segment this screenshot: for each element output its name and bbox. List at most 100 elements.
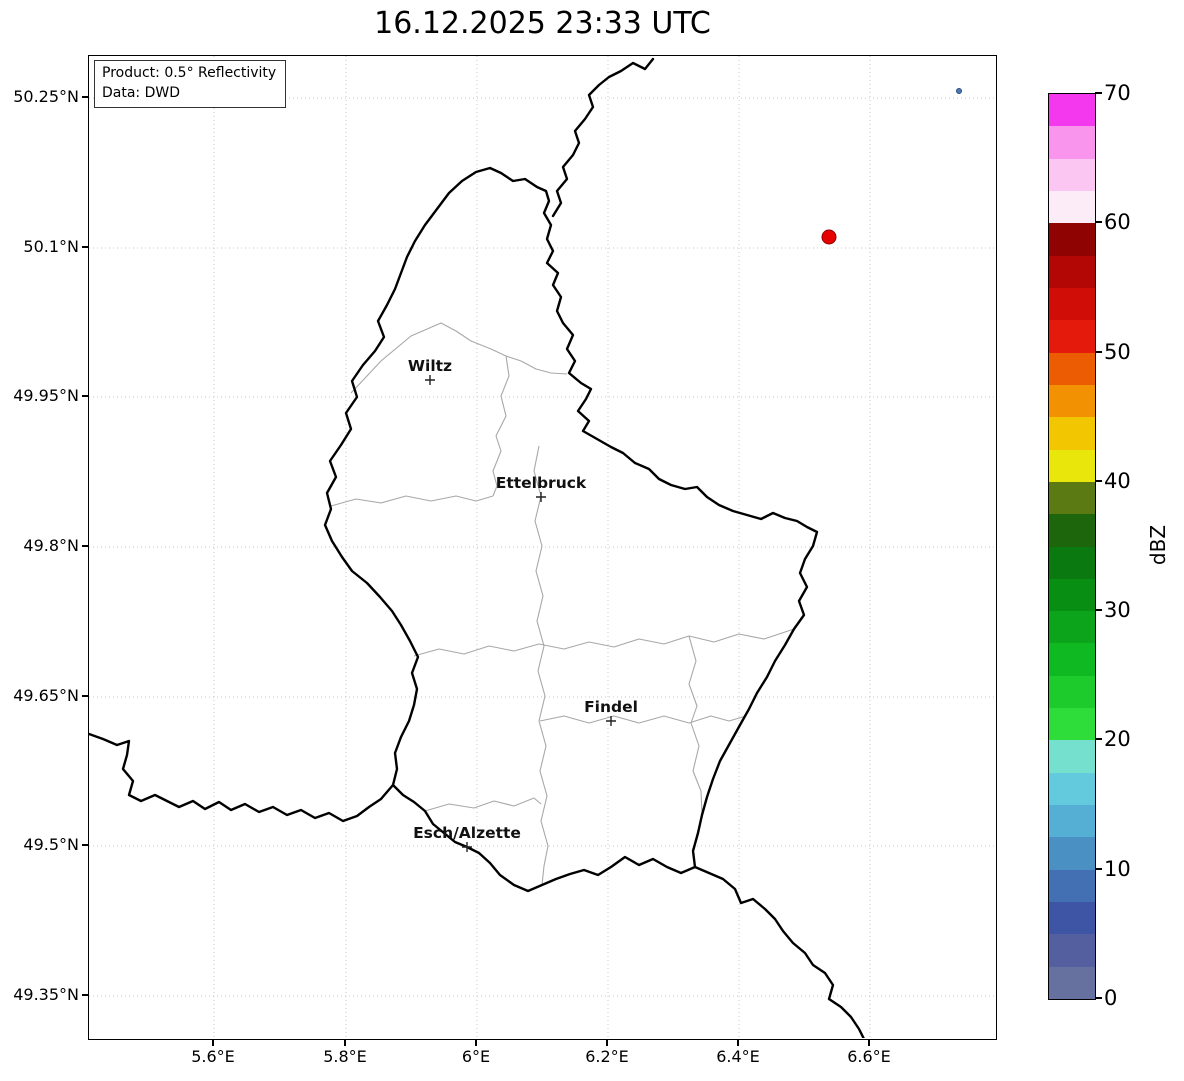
y-tick-mark: [82, 395, 88, 397]
city-marker-icon: [606, 716, 616, 726]
colorbar-tick-label: 20: [1104, 727, 1131, 752]
city-label: Esch/Alzette: [413, 824, 521, 842]
colorbar-tick-mark: [1095, 221, 1102, 224]
x-tick-label: 5.8°E: [323, 1047, 367, 1066]
country-border: [693, 865, 865, 1038]
figure-title: 16.12.2025 23:33 UTC: [374, 6, 711, 41]
colorbar-tick-mark: [1095, 92, 1102, 94]
country-border: [551, 57, 655, 218]
canton-border: [505, 355, 568, 375]
y-tick-mark: [82, 695, 88, 697]
colorbar-segment: [1049, 610, 1095, 644]
y-tick-mark: [82, 994, 88, 996]
colorbar-segment: [1049, 125, 1095, 159]
y-tick-label: 49.95°N: [13, 386, 79, 405]
colorbar-segment: [1049, 804, 1095, 838]
colorbar-label: dBZ: [1146, 524, 1170, 566]
y-tick-mark: [82, 545, 88, 547]
colorbar-segment: [1049, 93, 1095, 127]
canton-border: [539, 715, 747, 724]
y-tick-label: 49.65°N: [13, 686, 79, 705]
colorbar-segment: [1049, 869, 1095, 903]
canton-border: [492, 355, 510, 497]
y-tick-label: 49.5°N: [23, 835, 79, 854]
city-label: Findel: [584, 698, 638, 716]
colorbar-segment: [1049, 739, 1095, 773]
y-tick-mark: [82, 246, 88, 248]
colorbar-tick-label: 30: [1104, 598, 1131, 623]
colorbar-tick-label: 10: [1104, 856, 1131, 881]
colorbar-segment: [1049, 772, 1095, 806]
y-tick-label: 50.1°N: [23, 237, 79, 256]
colorbar-tick-mark: [1095, 609, 1102, 612]
colorbar-tick-mark: [1095, 738, 1102, 741]
x-tick-label: 5.6°E: [191, 1047, 235, 1066]
x-tick-mark: [737, 1040, 739, 1046]
colorbar-segment: [1049, 513, 1095, 547]
canton-border: [424, 797, 542, 812]
x-tick-mark: [475, 1040, 477, 1046]
colorbar-tick-mark: [1095, 867, 1102, 870]
colorbar-scale: [1049, 93, 1095, 999]
x-tick-mark: [868, 1040, 870, 1046]
colorbar-tick-label: 70: [1104, 81, 1131, 105]
colorbar-segment: [1049, 643, 1095, 676]
colorbar-segment: [1049, 481, 1095, 515]
colorbar-segment: [1049, 449, 1095, 482]
city-marker-icon: [462, 842, 472, 852]
info-box: Product: 0.5° Reflectivity Data: DWD: [94, 60, 287, 109]
y-tick-mark: [82, 96, 88, 98]
luxembourg-border: [323, 166, 819, 893]
canton-border: [350, 322, 507, 394]
radar-echo-dot: [956, 88, 962, 94]
colorbar-tick-mark: [1095, 479, 1102, 482]
colorbar-segment: [1049, 966, 1095, 999]
colorbar-tick-label: 60: [1104, 210, 1131, 235]
colorbar-segment: [1049, 287, 1095, 321]
info-source: Data: DWD: [102, 84, 180, 101]
colorbar-tick-label: 40: [1104, 468, 1131, 493]
colorbar-segment: [1049, 352, 1095, 385]
colorbar-segment: [1049, 384, 1095, 418]
canton-border: [413, 628, 795, 657]
colorbar-tick-mark: [1095, 997, 1102, 999]
colorbar-tick-mark: [1095, 350, 1102, 353]
canton-border: [533, 445, 549, 886]
colorbar: [1048, 93, 1096, 1000]
city-label: Ettelbruck: [496, 474, 587, 492]
country-border: [89, 732, 395, 823]
colorbar-tick-label: 50: [1104, 339, 1131, 364]
y-tick-label: 50.25°N: [13, 87, 79, 106]
colorbar-segment: [1049, 158, 1095, 191]
colorbar-tick-label: 0: [1104, 986, 1118, 1010]
colorbar-segment: [1049, 190, 1095, 224]
x-tick-label: 6.2°E: [585, 1047, 629, 1066]
radar-echo-dot: [821, 229, 837, 245]
x-tick-mark: [606, 1040, 608, 1046]
colorbar-segment: [1049, 319, 1095, 353]
colorbar-segment: [1049, 255, 1095, 288]
colorbar-segment: [1049, 416, 1095, 450]
x-tick-label: 6.6°E: [847, 1047, 891, 1066]
colorbar-segment: [1049, 578, 1095, 612]
colorbar-segment: [1049, 546, 1095, 579]
map-plot-area: Wiltz Ettelbruck Findel Esch/Alzette Produc…: [88, 55, 997, 1040]
y-tick-mark: [82, 844, 88, 846]
colorbar-segment: [1049, 836, 1095, 870]
colorbar-segment: [1049, 933, 1095, 967]
x-tick-label: 6°E: [461, 1047, 491, 1066]
info-product: Product: 0.5° Reflectivity: [102, 65, 277, 81]
luxembourg-map: Wiltz Ettelbruck Findel Esch/Alzette: [89, 56, 995, 1038]
x-tick-mark: [212, 1040, 214, 1046]
y-tick-label: 49.8°N: [23, 536, 79, 555]
city-marker-icon: [536, 492, 546, 502]
colorbar-segment: [1049, 901, 1095, 935]
canton-border: [688, 635, 703, 816]
colorbar-segment: [1049, 222, 1095, 256]
colorbar-segment: [1049, 707, 1095, 741]
x-tick-mark: [344, 1040, 346, 1046]
colorbar-segment: [1049, 675, 1095, 709]
city-label: Wiltz: [408, 357, 452, 375]
y-tick-label: 49.35°N: [13, 985, 79, 1004]
